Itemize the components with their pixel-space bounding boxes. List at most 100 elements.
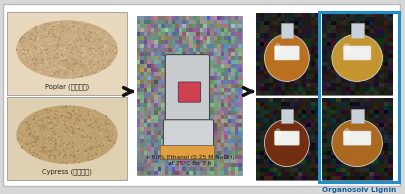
Point	[81, 32, 88, 35]
Point	[69, 27, 75, 30]
Point	[69, 77, 76, 80]
Point	[45, 38, 51, 42]
Point	[58, 30, 64, 33]
Point	[83, 34, 90, 37]
Point	[72, 144, 78, 147]
Point	[52, 139, 59, 142]
Point	[49, 74, 56, 77]
Point	[80, 118, 86, 121]
Point	[105, 122, 112, 125]
Point	[61, 154, 67, 157]
Point	[93, 115, 100, 118]
Point	[82, 53, 89, 56]
Point	[66, 66, 72, 69]
Point	[100, 38, 107, 41]
Point	[65, 27, 72, 30]
Point	[99, 151, 106, 154]
Point	[52, 42, 59, 45]
Point	[81, 56, 88, 59]
Point	[68, 105, 74, 108]
Point	[24, 121, 31, 124]
Point	[100, 38, 106, 41]
Point	[72, 160, 79, 163]
Point	[105, 59, 111, 62]
Point	[95, 134, 102, 137]
Point	[71, 105, 77, 108]
Point	[59, 159, 65, 162]
Point	[66, 61, 73, 65]
Point	[49, 115, 55, 118]
Point	[76, 145, 82, 148]
Point	[32, 129, 39, 133]
Point	[26, 137, 33, 140]
Point	[19, 35, 26, 38]
Point	[49, 136, 56, 139]
Point	[61, 69, 68, 72]
Point	[29, 46, 35, 49]
Point	[31, 57, 37, 61]
Point	[26, 127, 32, 130]
Point	[81, 28, 87, 31]
Point	[75, 53, 82, 56]
Point	[51, 76, 57, 79]
Point	[48, 35, 55, 38]
Point	[62, 153, 69, 156]
Point	[27, 147, 34, 150]
Point	[26, 135, 32, 139]
Ellipse shape	[264, 34, 309, 81]
Point	[38, 63, 45, 67]
Point	[64, 127, 70, 130]
Point	[64, 105, 70, 108]
Point	[19, 147, 26, 150]
Point	[48, 73, 55, 76]
Point	[43, 65, 49, 68]
Point	[75, 20, 81, 23]
Point	[51, 62, 58, 65]
Point	[85, 124, 91, 127]
Ellipse shape	[16, 20, 117, 79]
Point	[77, 42, 84, 45]
Point	[32, 26, 38, 29]
Point	[18, 37, 25, 40]
Point	[38, 63, 44, 66]
Point	[55, 111, 62, 114]
Point	[78, 60, 84, 63]
Point	[93, 146, 99, 149]
Point	[37, 149, 43, 152]
FancyBboxPatch shape	[7, 12, 127, 95]
Point	[36, 48, 42, 51]
Point	[32, 30, 38, 33]
Point	[87, 134, 94, 137]
Point	[43, 63, 49, 66]
Point	[68, 34, 75, 37]
Point	[52, 146, 58, 149]
Point	[72, 51, 78, 55]
Point	[60, 106, 67, 109]
Point	[90, 45, 97, 48]
Point	[64, 36, 70, 39]
Point	[75, 149, 81, 152]
Point	[59, 114, 66, 117]
Point	[75, 157, 81, 160]
Point	[100, 128, 107, 131]
Point	[47, 42, 53, 45]
Point	[90, 48, 96, 51]
Point	[85, 34, 92, 37]
Point	[100, 51, 107, 54]
Point	[72, 153, 79, 156]
Point	[18, 37, 25, 40]
Point	[58, 155, 65, 158]
Point	[86, 147, 92, 151]
Point	[54, 108, 61, 111]
Point	[72, 115, 79, 118]
FancyBboxPatch shape	[343, 46, 370, 60]
Point	[84, 143, 91, 146]
Point	[75, 29, 82, 32]
Point	[101, 62, 107, 65]
Point	[38, 109, 45, 112]
Point	[30, 37, 37, 40]
Point	[45, 154, 51, 158]
Point	[71, 160, 77, 163]
Point	[112, 51, 119, 54]
Point	[55, 40, 62, 43]
